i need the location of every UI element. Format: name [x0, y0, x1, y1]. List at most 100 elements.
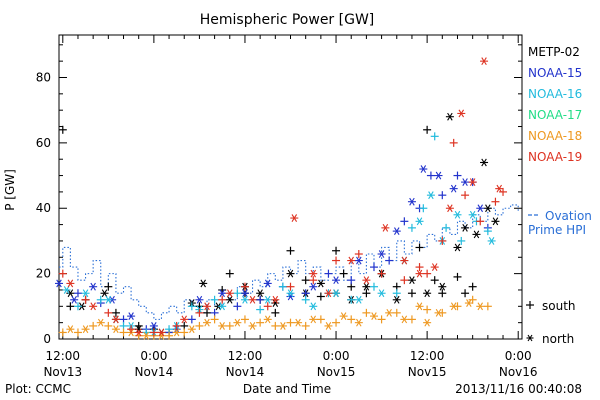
south-point — [392, 308, 401, 317]
x-tick-date-label: Nov16 — [499, 365, 538, 379]
north-point — [248, 322, 257, 330]
north-point — [286, 289, 295, 298]
north-point — [423, 289, 432, 298]
north-point — [468, 178, 477, 186]
south-label: south — [542, 299, 576, 313]
south-point — [461, 191, 470, 200]
south-point — [278, 282, 287, 291]
north-point — [324, 322, 333, 330]
south-point — [233, 289, 242, 298]
x-tick-date-label: Nov15 — [317, 365, 356, 379]
north-point — [483, 204, 492, 213]
south-point — [415, 263, 424, 272]
legend-entry: NOAA-19 — [528, 150, 582, 164]
south-point — [73, 289, 82, 298]
north-point — [407, 197, 416, 206]
north-point — [385, 308, 394, 317]
north-point — [111, 325, 120, 334]
north-point — [89, 282, 98, 291]
south-point — [58, 328, 67, 337]
legend-entry: METP-02 — [528, 45, 580, 59]
south-point — [256, 305, 265, 314]
y-axis-ticks: 0 20 40 60 80 — [36, 44, 522, 346]
north-point — [449, 184, 458, 193]
south-point — [423, 305, 432, 314]
south-point — [423, 269, 432, 278]
x-tick-date-label: Nov14 — [226, 365, 265, 379]
north-point — [263, 315, 272, 324]
x-tick-date-label: Nov14 — [135, 365, 174, 379]
north-point — [218, 302, 227, 311]
north-point — [195, 295, 204, 304]
north-point — [66, 325, 75, 334]
legend-entry: NOAA-18 — [528, 129, 582, 143]
north-point — [347, 256, 356, 265]
south-point — [476, 217, 485, 226]
south-point — [240, 315, 249, 324]
y-tick-label: 60 — [36, 136, 51, 150]
south-point — [301, 295, 310, 304]
north-point — [453, 243, 462, 252]
north-point — [218, 322, 227, 330]
south-point — [438, 236, 447, 245]
south-point — [119, 328, 128, 337]
north-point — [309, 302, 318, 311]
y-axis-label: P [GW] — [3, 169, 17, 211]
north-point — [377, 289, 386, 298]
south-point — [104, 282, 113, 291]
north-point — [104, 295, 113, 304]
north-point — [400, 315, 409, 324]
north-point — [256, 289, 265, 298]
south-point — [73, 302, 82, 311]
north-point — [354, 256, 363, 265]
south-point — [210, 295, 219, 304]
south-point — [225, 269, 234, 278]
south-point — [66, 302, 75, 311]
north-point — [400, 256, 409, 265]
north-point — [491, 217, 500, 226]
south-point — [407, 223, 416, 232]
south-point — [104, 321, 113, 330]
north-point — [263, 295, 272, 304]
north-point — [66, 289, 75, 298]
south-point — [286, 246, 295, 255]
south-point — [195, 308, 204, 317]
south-point — [415, 243, 424, 252]
south-point — [419, 204, 428, 213]
north-point — [426, 191, 435, 200]
south-point — [58, 125, 67, 134]
north-point — [434, 171, 443, 180]
north-point — [464, 299, 473, 307]
north-point — [134, 328, 143, 337]
north-point — [290, 214, 299, 222]
ovation-label-2: Prime HPI — [528, 223, 586, 237]
north-point — [203, 318, 212, 327]
south-point — [210, 315, 219, 324]
south-point — [400, 276, 409, 285]
ovation-legend: Ovation Prime HPI — [528, 209, 592, 237]
ovation-series — [59, 204, 519, 320]
south-point — [286, 282, 295, 291]
north-point — [309, 282, 318, 291]
south-point — [385, 256, 394, 265]
north-point — [180, 315, 189, 324]
y-tick-label: 20 — [36, 267, 51, 281]
north-point — [369, 312, 378, 321]
south-point — [369, 282, 378, 291]
south-point — [377, 315, 386, 324]
asterisk-marker-icon — [526, 334, 534, 342]
x-axis-ticks: 12:00 Nov13 0:00 Nov14 12:00 Nov14 0:00 Nov15 12… — [43, 35, 538, 379]
north-point — [271, 295, 280, 304]
south-point — [195, 321, 204, 330]
south-point — [172, 321, 181, 330]
plus-marker-icon — [526, 301, 534, 309]
legend: METP-02 NOAA-15 NOAA-16 NOAA-17 NOAA-18 NOAA-… — [528, 45, 582, 164]
north-point — [294, 318, 303, 327]
south-point — [430, 132, 439, 141]
north-point — [316, 279, 325, 288]
x-tick-time-label: 0:00 — [140, 349, 167, 363]
south-point — [362, 308, 371, 317]
north-point — [70, 295, 79, 304]
north-point — [203, 302, 212, 311]
